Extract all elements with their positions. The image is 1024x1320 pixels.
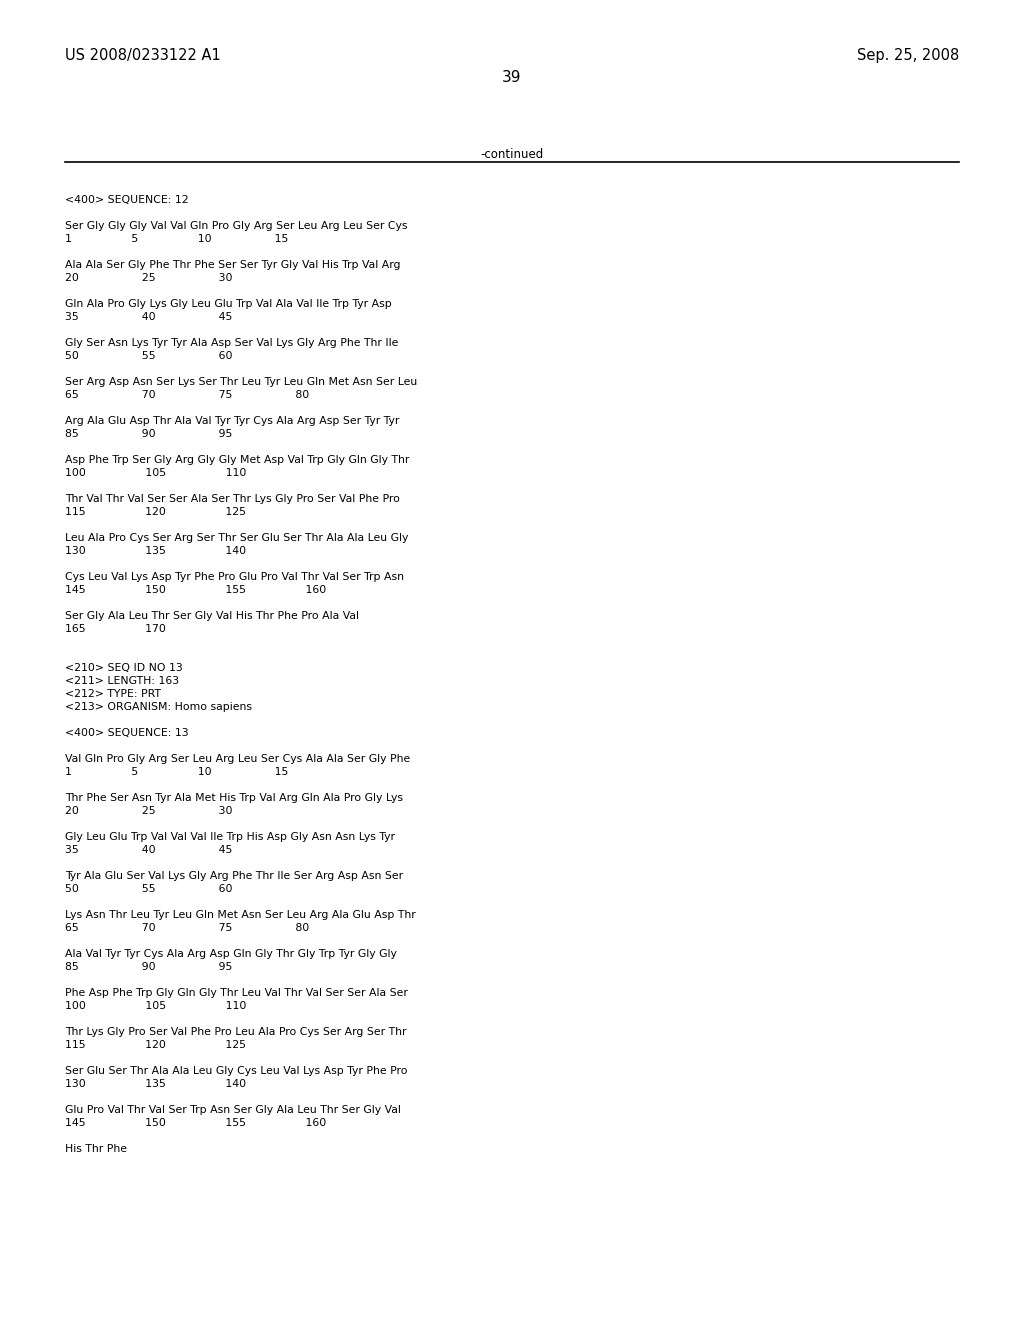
Text: Arg Ala Glu Asp Thr Ala Val Tyr Tyr Cys Ala Arg Asp Ser Tyr Tyr: Arg Ala Glu Asp Thr Ala Val Tyr Tyr Cys … <box>65 416 399 426</box>
Text: 65                  70                  75                  80: 65 70 75 80 <box>65 923 309 933</box>
Text: Ala Val Tyr Tyr Cys Ala Arg Asp Gln Gly Thr Gly Trp Tyr Gly Gly: Ala Val Tyr Tyr Cys Ala Arg Asp Gln Gly … <box>65 949 397 960</box>
Text: <213> ORGANISM: Homo sapiens: <213> ORGANISM: Homo sapiens <box>65 702 252 711</box>
Text: 35                  40                  45: 35 40 45 <box>65 845 232 855</box>
Text: 100                 105                 110: 100 105 110 <box>65 469 247 478</box>
Text: -continued: -continued <box>480 148 544 161</box>
Text: 85                  90                  95: 85 90 95 <box>65 429 232 440</box>
Text: <210> SEQ ID NO 13: <210> SEQ ID NO 13 <box>65 663 182 673</box>
Text: Lys Asn Thr Leu Tyr Leu Gln Met Asn Ser Leu Arg Ala Glu Asp Thr: Lys Asn Thr Leu Tyr Leu Gln Met Asn Ser … <box>65 909 416 920</box>
Text: Ser Gly Gly Gly Val Val Gln Pro Gly Arg Ser Leu Arg Leu Ser Cys: Ser Gly Gly Gly Val Val Gln Pro Gly Arg … <box>65 220 408 231</box>
Text: Gln Ala Pro Gly Lys Gly Leu Glu Trp Val Ala Val Ile Trp Tyr Asp: Gln Ala Pro Gly Lys Gly Leu Glu Trp Val … <box>65 300 392 309</box>
Text: Ala Ala Ser Gly Phe Thr Phe Ser Ser Tyr Gly Val His Trp Val Arg: Ala Ala Ser Gly Phe Thr Phe Ser Ser Tyr … <box>65 260 400 271</box>
Text: Ser Arg Asp Asn Ser Lys Ser Thr Leu Tyr Leu Gln Met Asn Ser Leu: Ser Arg Asp Asn Ser Lys Ser Thr Leu Tyr … <box>65 378 417 387</box>
Text: 165                 170: 165 170 <box>65 624 166 634</box>
Text: Asp Phe Trp Ser Gly Arg Gly Gly Met Asp Val Trp Gly Gln Gly Thr: Asp Phe Trp Ser Gly Arg Gly Gly Met Asp … <box>65 455 410 465</box>
Text: <400> SEQUENCE: 12: <400> SEQUENCE: 12 <box>65 195 188 205</box>
Text: 1                 5                 10                  15: 1 5 10 15 <box>65 234 289 244</box>
Text: Gly Ser Asn Lys Tyr Tyr Ala Asp Ser Val Lys Gly Arg Phe Thr Ile: Gly Ser Asn Lys Tyr Tyr Ala Asp Ser Val … <box>65 338 398 348</box>
Text: 50                  55                  60: 50 55 60 <box>65 351 232 360</box>
Text: 115                 120                 125: 115 120 125 <box>65 507 246 517</box>
Text: Val Gln Pro Gly Arg Ser Leu Arg Leu Ser Cys Ala Ala Ser Gly Phe: Val Gln Pro Gly Arg Ser Leu Arg Leu Ser … <box>65 754 411 764</box>
Text: 130                 135                 140: 130 135 140 <box>65 1078 246 1089</box>
Text: Thr Phe Ser Asn Tyr Ala Met His Trp Val Arg Gln Ala Pro Gly Lys: Thr Phe Ser Asn Tyr Ala Met His Trp Val … <box>65 793 403 803</box>
Text: 100                 105                 110: 100 105 110 <box>65 1001 247 1011</box>
Text: Tyr Ala Glu Ser Val Lys Gly Arg Phe Thr Ile Ser Arg Asp Asn Ser: Tyr Ala Glu Ser Val Lys Gly Arg Phe Thr … <box>65 871 403 880</box>
Text: Cys Leu Val Lys Asp Tyr Phe Pro Glu Pro Val Thr Val Ser Trp Asn: Cys Leu Val Lys Asp Tyr Phe Pro Glu Pro … <box>65 572 404 582</box>
Text: Glu Pro Val Thr Val Ser Trp Asn Ser Gly Ala Leu Thr Ser Gly Val: Glu Pro Val Thr Val Ser Trp Asn Ser Gly … <box>65 1105 400 1115</box>
Text: Thr Lys Gly Pro Ser Val Phe Pro Leu Ala Pro Cys Ser Arg Ser Thr: Thr Lys Gly Pro Ser Val Phe Pro Leu Ala … <box>65 1027 407 1038</box>
Text: Thr Val Thr Val Ser Ser Ala Ser Thr Lys Gly Pro Ser Val Phe Pro: Thr Val Thr Val Ser Ser Ala Ser Thr Lys … <box>65 494 400 504</box>
Text: Leu Ala Pro Cys Ser Arg Ser Thr Ser Glu Ser Thr Ala Ala Leu Gly: Leu Ala Pro Cys Ser Arg Ser Thr Ser Glu … <box>65 533 409 543</box>
Text: 130                 135                 140: 130 135 140 <box>65 546 246 556</box>
Text: <400> SEQUENCE: 13: <400> SEQUENCE: 13 <box>65 729 188 738</box>
Text: 50                  55                  60: 50 55 60 <box>65 884 232 894</box>
Text: 1                 5                 10                  15: 1 5 10 15 <box>65 767 289 777</box>
Text: <211> LENGTH: 163: <211> LENGTH: 163 <box>65 676 179 686</box>
Text: 20                  25                  30: 20 25 30 <box>65 807 232 816</box>
Text: 145                 150                 155                 160: 145 150 155 160 <box>65 1118 327 1129</box>
Text: Phe Asp Phe Trp Gly Gln Gly Thr Leu Val Thr Val Ser Ser Ala Ser: Phe Asp Phe Trp Gly Gln Gly Thr Leu Val … <box>65 987 408 998</box>
Text: US 2008/0233122 A1: US 2008/0233122 A1 <box>65 48 221 63</box>
Text: 145                 150                 155                 160: 145 150 155 160 <box>65 585 327 595</box>
Text: 115                 120                 125: 115 120 125 <box>65 1040 246 1049</box>
Text: Sep. 25, 2008: Sep. 25, 2008 <box>857 48 959 63</box>
Text: Gly Leu Glu Trp Val Val Val Ile Trp His Asp Gly Asn Asn Lys Tyr: Gly Leu Glu Trp Val Val Val Ile Trp His … <box>65 832 395 842</box>
Text: Ser Gly Ala Leu Thr Ser Gly Val His Thr Phe Pro Ala Val: Ser Gly Ala Leu Thr Ser Gly Val His Thr … <box>65 611 359 620</box>
Text: Ser Glu Ser Thr Ala Ala Leu Gly Cys Leu Val Lys Asp Tyr Phe Pro: Ser Glu Ser Thr Ala Ala Leu Gly Cys Leu … <box>65 1067 408 1076</box>
Text: 39: 39 <box>502 70 522 84</box>
Text: 35                  40                  45: 35 40 45 <box>65 312 232 322</box>
Text: 20                  25                  30: 20 25 30 <box>65 273 232 282</box>
Text: <212> TYPE: PRT: <212> TYPE: PRT <box>65 689 161 700</box>
Text: 65                  70                  75                  80: 65 70 75 80 <box>65 389 309 400</box>
Text: 85                  90                  95: 85 90 95 <box>65 962 232 972</box>
Text: His Thr Phe: His Thr Phe <box>65 1144 127 1154</box>
